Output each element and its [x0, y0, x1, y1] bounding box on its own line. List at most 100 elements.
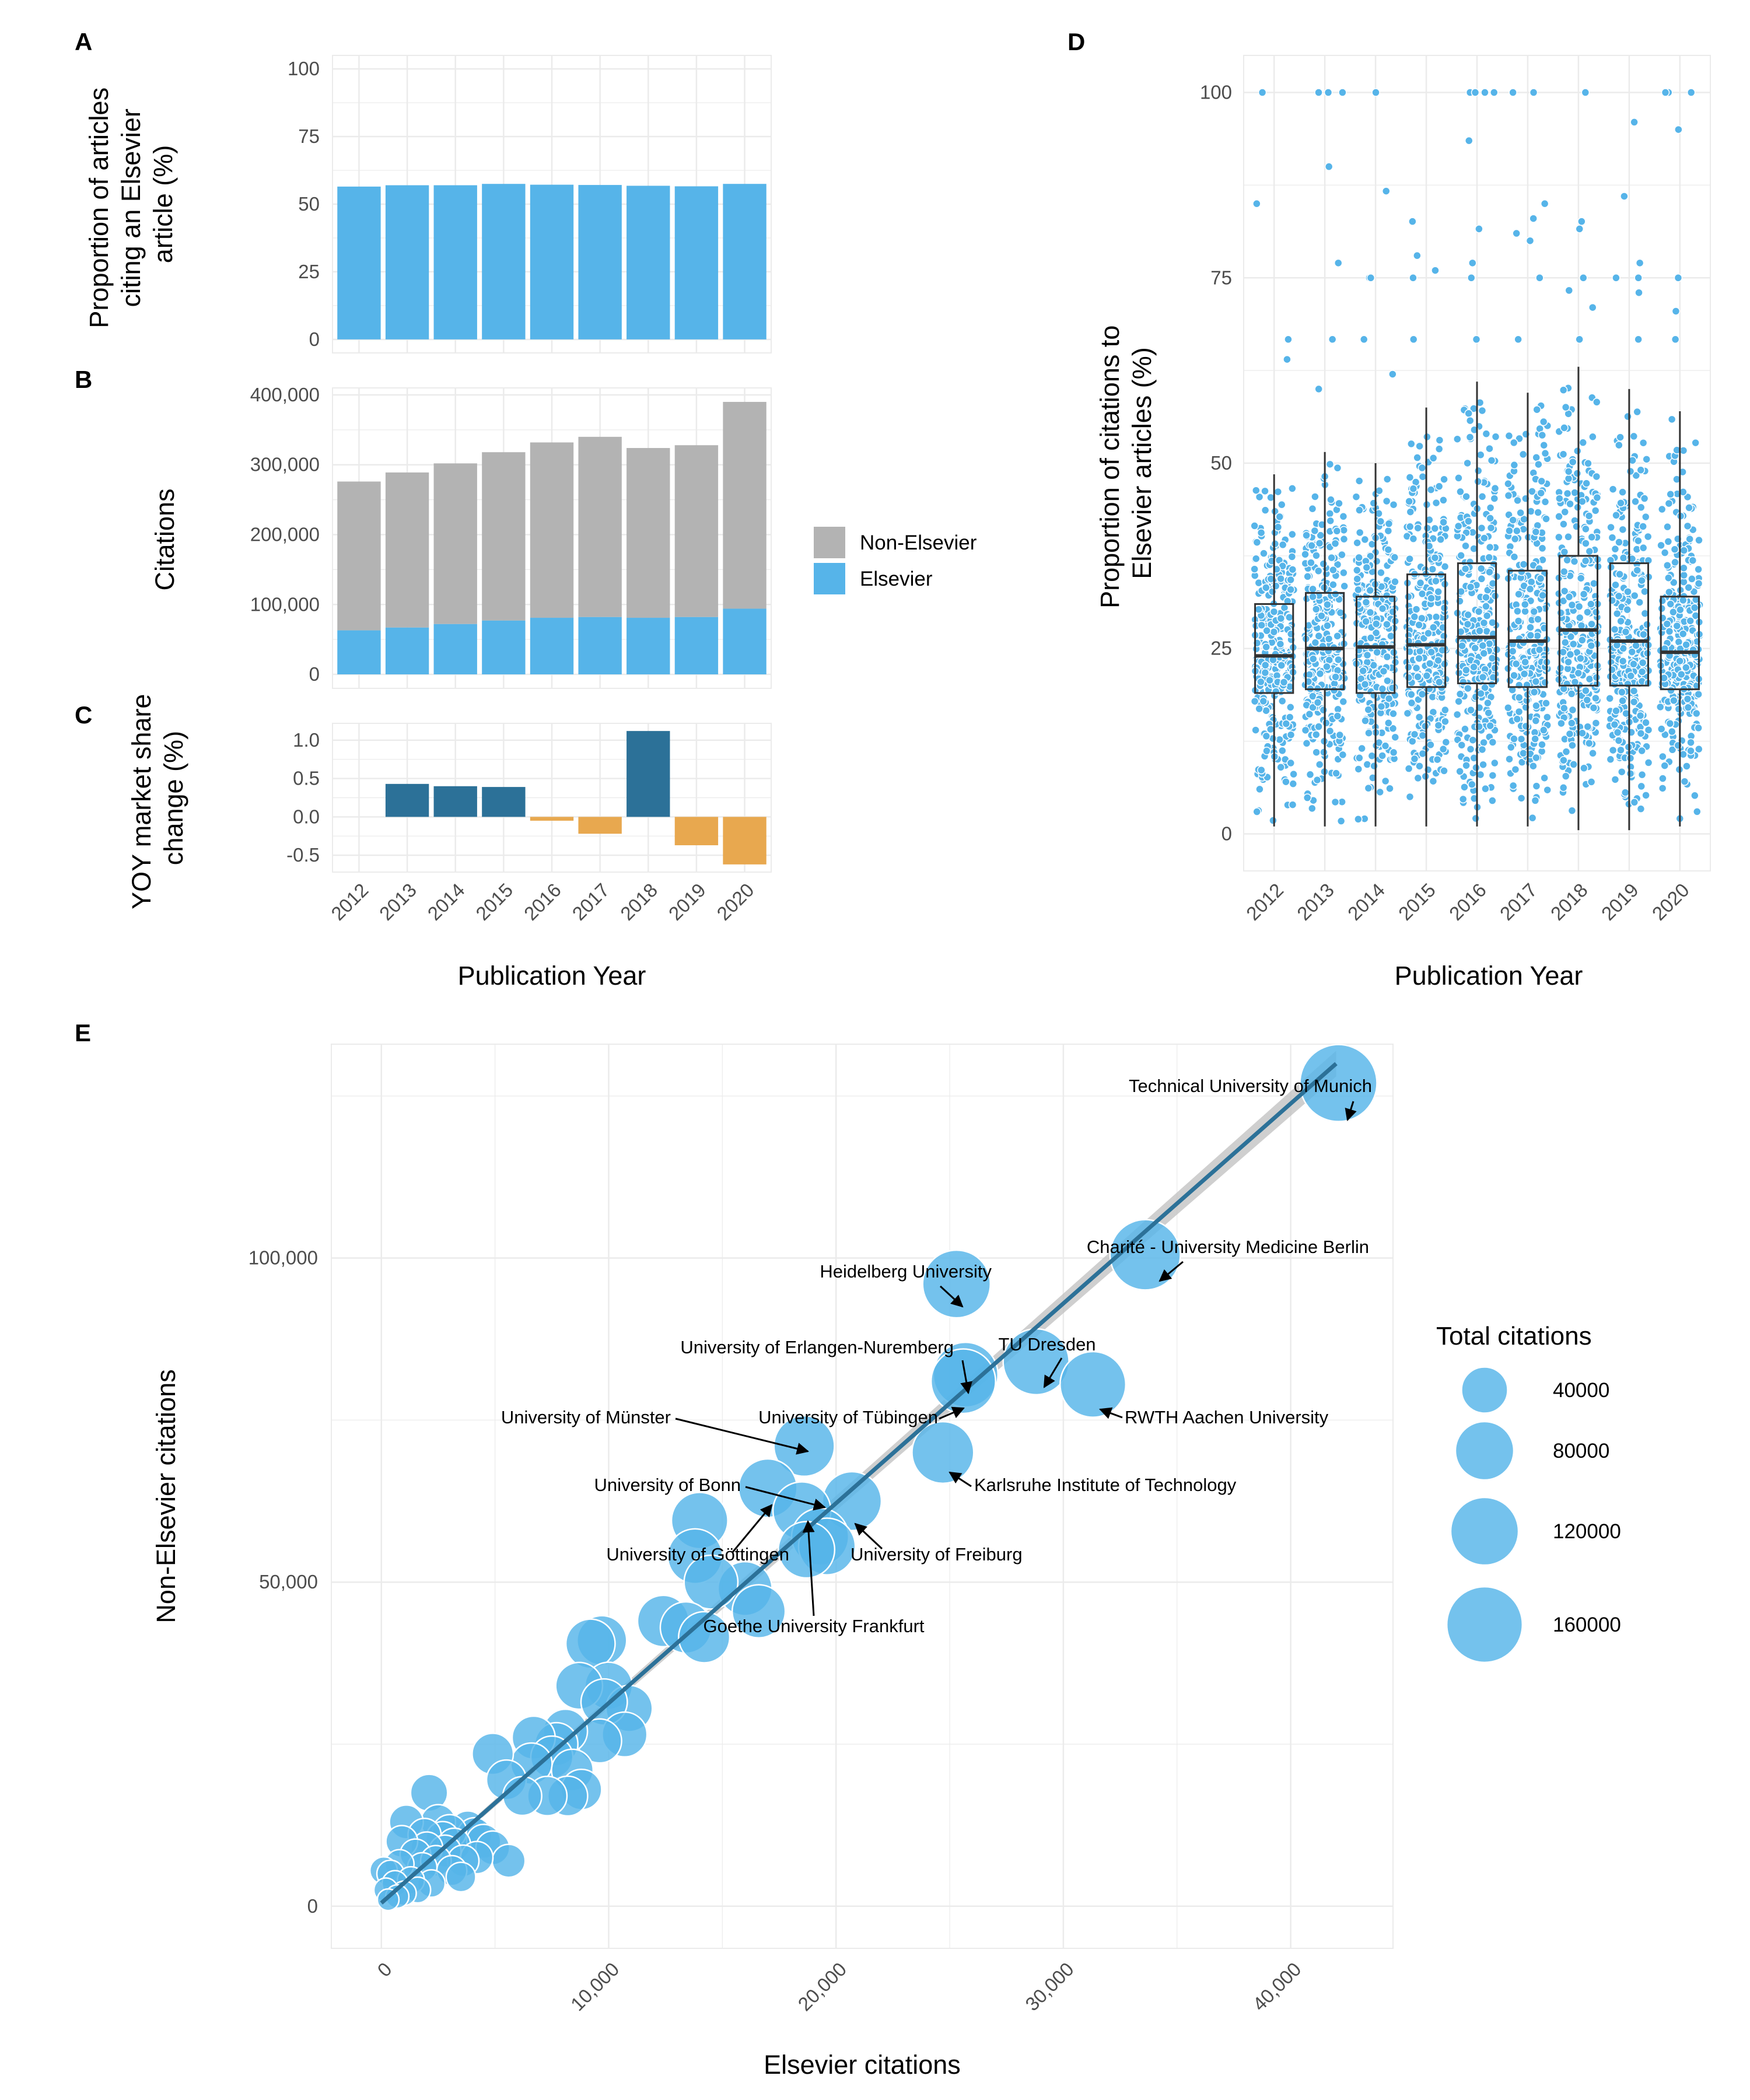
- jitter-point-2015: [1428, 565, 1437, 574]
- jitter-point-2013: [1312, 775, 1322, 785]
- jitter-point-2013: [1323, 621, 1332, 630]
- jitter-point-2018: [1566, 632, 1576, 641]
- outlier-point-2019: [1612, 274, 1620, 282]
- jitter-point-2018: [1592, 493, 1602, 502]
- jitter-point-2020: [1658, 596, 1667, 606]
- jitter-point-2016: [1490, 663, 1499, 673]
- jitter-point-2017: [1542, 699, 1550, 708]
- jitter-point-2016: [1482, 429, 1491, 438]
- panel-b-bars: [337, 401, 766, 675]
- jitter-point-2016: [1479, 618, 1489, 628]
- jitter-point-2019: [1615, 440, 1623, 450]
- panel-b-legend: Non-Elsevier Elsevier: [814, 527, 977, 594]
- bar-yoy-change-2020: [723, 817, 766, 864]
- jitter-point-2019: [1615, 538, 1623, 547]
- jitter-point-2012: [1285, 612, 1294, 622]
- jitter-point-2013: [1301, 550, 1310, 559]
- jitter-point-2016: [1476, 450, 1485, 460]
- jitter-point-2015: [1404, 663, 1413, 672]
- jitter-point-2014: [1370, 761, 1378, 771]
- outlier-point-2014: [1359, 335, 1368, 344]
- jitter-point-2017: [1534, 615, 1542, 624]
- jitter-point-2019: [1623, 605, 1632, 614]
- jitter-point-2014: [1355, 506, 1364, 514]
- jitter-point-2019: [1642, 455, 1651, 464]
- jitter-point-2020: [1679, 546, 1688, 555]
- y-tick-label: 25: [1210, 638, 1232, 659]
- jitter-point-2017: [1504, 491, 1513, 500]
- jitter-point-2015: [1424, 629, 1433, 638]
- outlier-point-2016: [1475, 225, 1483, 233]
- jitter-point-2012: [1252, 538, 1262, 547]
- panel-a: 0 25 50 75 100 Proportion of articles citing…: [84, 55, 772, 354]
- outlier-point-2017: [1512, 229, 1521, 238]
- jitter-point-2019: [1642, 791, 1650, 800]
- jitter-point-2012: [1286, 575, 1295, 584]
- jitter-point-2013: [1314, 566, 1323, 576]
- jitter-point-2016: [1461, 541, 1470, 551]
- outlier-point-2018: [1581, 88, 1590, 97]
- jitter-point-2014: [1384, 694, 1394, 703]
- jitter-point-2018: [1566, 650, 1575, 659]
- jitter-point-2017: [1538, 740, 1546, 749]
- jitter-point-2013: [1325, 726, 1335, 736]
- panel-d-y-ticks: 0 25 50 75 100: [1200, 82, 1232, 845]
- jitter-point-2018: [1561, 402, 1570, 412]
- jitter-point-2014: [1353, 575, 1362, 583]
- y-tick-label: 100,000: [249, 1247, 318, 1269]
- jitter-point-2018: [1576, 654, 1585, 663]
- jitter-point-2019: [1644, 758, 1653, 767]
- jitter-point-2015: [1403, 709, 1412, 718]
- jitter-point-2012: [1271, 582, 1280, 590]
- jitter-point-2014: [1371, 620, 1381, 628]
- jitter-point-2017: [1530, 607, 1539, 616]
- jitter-point-2015: [1409, 484, 1418, 494]
- regression-line: [380, 1062, 1338, 1905]
- bar-elsevier-2013: [385, 627, 429, 675]
- outlier-point-2014: [1366, 274, 1376, 282]
- bar-non-elsevier-2012: [337, 481, 381, 631]
- outlier-point-2015: [1409, 335, 1418, 344]
- jitter-point-2013: [1305, 670, 1314, 679]
- jitter-point-2015: [1404, 764, 1413, 773]
- jitter-point-2018: [1583, 722, 1592, 731]
- jitter-point-2012: [1278, 696, 1287, 706]
- bar-yoy-change-2017: [578, 817, 622, 834]
- jitter-point-2015: [1415, 762, 1424, 771]
- jitter-point-2017: [1532, 782, 1541, 790]
- jitter-point-2016: [1490, 484, 1500, 493]
- jitter-point-2017: [1535, 645, 1544, 654]
- jitter-point-2018: [1580, 764, 1588, 773]
- jitter-point-2020: [1658, 784, 1667, 793]
- jitter-point-2012: [1257, 621, 1266, 629]
- jitter-point-2014: [1376, 517, 1385, 526]
- jitter-point-2020: [1660, 761, 1669, 770]
- jitter-point-2019: [1621, 627, 1630, 636]
- jitter-point-2020: [1671, 558, 1679, 567]
- legend-swatch-elsevier: [814, 563, 845, 594]
- jitter-point-2020: [1657, 505, 1667, 514]
- outlier-point-2017: [1540, 199, 1549, 208]
- jitter-point-2020: [1666, 490, 1675, 499]
- outlier-point-2013: [1314, 88, 1323, 97]
- jitter-point-2017: [1513, 526, 1521, 536]
- jitter-point-2013: [1315, 760, 1324, 769]
- jitter-point-2012: [1261, 487, 1269, 496]
- outlier-point-2020: [1671, 307, 1681, 316]
- jitter-point-2014: [1362, 563, 1371, 572]
- jitter-point-2017: [1508, 781, 1518, 790]
- panel-letter-c: C: [75, 701, 92, 729]
- jitter-point-2020: [1665, 719, 1675, 728]
- bar-elsevier-2016: [530, 618, 574, 675]
- bar-proportion-2014: [433, 185, 477, 340]
- jitter-point-2020: [1678, 467, 1687, 477]
- jitter-point-2015: [1409, 534, 1418, 543]
- jitter-point-2018: [1567, 600, 1577, 610]
- jitter-point-2018: [1565, 729, 1574, 738]
- outlier-point-2017: [1529, 214, 1538, 223]
- jitter-point-2012: [1252, 486, 1261, 495]
- jitter-point-2018: [1578, 729, 1587, 738]
- jitter-point-2016: [1458, 641, 1466, 650]
- jitter-point-2019: [1626, 467, 1635, 476]
- jitter-point-2020: [1695, 744, 1703, 754]
